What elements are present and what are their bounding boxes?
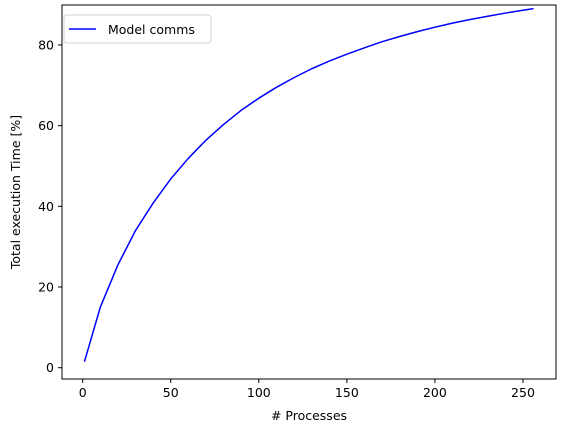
y-tick-label: 40 (38, 199, 54, 214)
x-tick-label: 250 (511, 385, 535, 400)
series-layer (83, 7, 534, 362)
y-tick-label: 0 (46, 360, 54, 375)
y-axis-title: Total execution Time [%] (8, 115, 23, 270)
x-tick-label: 150 (335, 385, 359, 400)
y-tick-label: 80 (38, 37, 54, 52)
axes-layer: 0 50 100 150 200 250 0 20 40 60 80 (38, 37, 535, 400)
x-tick-label: 200 (423, 385, 447, 400)
x-tick-label: 50 (163, 385, 179, 400)
x-tick-label: 100 (247, 385, 271, 400)
x-axis-title: # Processes (271, 408, 347, 423)
legend: Model comms (63, 14, 212, 44)
plot-area (62, 5, 556, 379)
legend-entry-label: Model comms (108, 22, 195, 37)
plot-frame (61, 4, 557, 380)
series-line-model-comms (83, 7, 534, 362)
y-tick-label: 20 (38, 280, 54, 295)
x-tick-label: 0 (79, 385, 87, 400)
legend-box (63, 14, 212, 44)
y-tick-label: 60 (38, 118, 54, 133)
